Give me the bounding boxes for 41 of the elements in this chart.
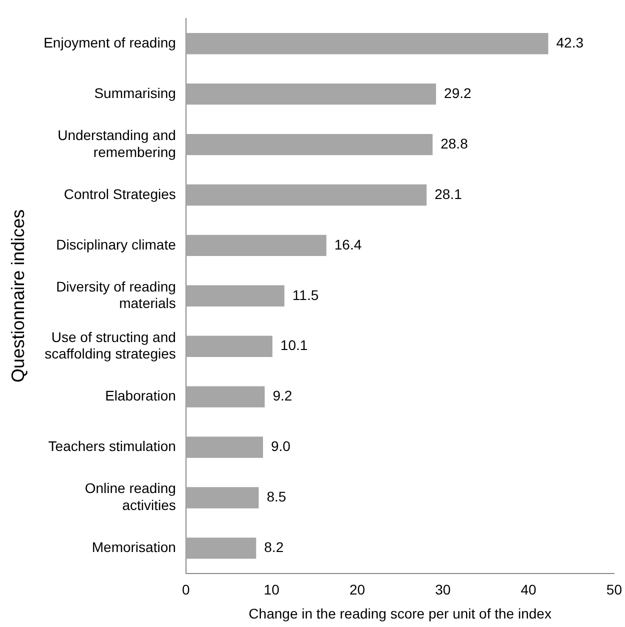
y-axis-title: Questionnaire indices [8, 209, 28, 382]
x-tick-label: 20 [349, 582, 366, 598]
x-tick-label: 40 [520, 582, 537, 598]
bar [186, 436, 263, 458]
y-tick-label: Memorisation [92, 539, 176, 556]
data-label: 29.2 [444, 84, 472, 101]
y-tick-label: Disciplinary climate [56, 236, 176, 252]
bar [186, 386, 265, 408]
y-tick-label: Elaboration [105, 388, 176, 404]
bar [186, 33, 548, 54]
y-tick-label: Control Strategies [64, 186, 176, 202]
x-tick-label: 0 [182, 582, 190, 598]
y-tick-label: Summarising [94, 84, 176, 101]
bar [186, 83, 436, 105]
data-label: 28.1 [434, 186, 462, 202]
y-tick-label: Teachers stimulation [48, 438, 176, 454]
data-label: 8.5 [266, 488, 286, 505]
data-label: 42.3 [556, 34, 584, 50]
x-tick-label: 10 [264, 582, 280, 598]
bar [186, 184, 427, 206]
bar [186, 487, 259, 508]
y-tick-label: Use of structing and scaffolding strategies [44, 328, 176, 362]
data-label: 16.4 [334, 236, 362, 252]
bar [186, 285, 284, 306]
bar [186, 538, 256, 559]
data-label: 8.2 [264, 539, 284, 556]
x-axis-title: Change in the reading score per unit of the index [248, 605, 552, 622]
data-label: 28.8 [440, 135, 468, 152]
bar [186, 336, 272, 357]
data-label: 9.0 [271, 438, 291, 454]
y-tick-label: Diversity of reading materials [56, 278, 176, 312]
x-tick-label: 30 [435, 582, 451, 598]
y-tick-label: Enjoyment of reading [44, 34, 176, 50]
data-label: 11.5 [292, 286, 319, 303]
data-label: 9.2 [272, 388, 292, 404]
bar [186, 234, 326, 256]
y-tick-label: Understanding and remembering [58, 126, 176, 160]
bar [186, 134, 433, 156]
y-tick-label: Online reading activities [84, 480, 176, 513]
data-label: 10.1 [280, 337, 308, 354]
x-tick-label: 50 [606, 582, 622, 598]
